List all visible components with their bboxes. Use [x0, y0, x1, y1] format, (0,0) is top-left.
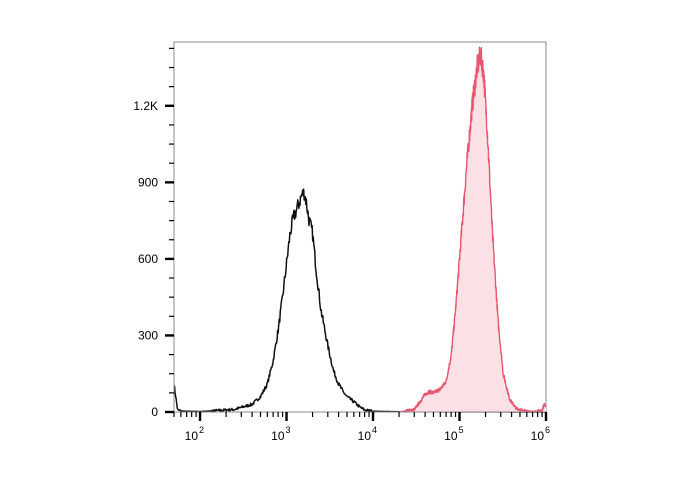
x-tick-label: 10 — [358, 429, 372, 443]
y-tick-label: 600 — [138, 252, 158, 266]
series-layer — [173, 46, 547, 413]
x-tick-label: 10 — [271, 429, 285, 443]
x-tick-label: 10 — [531, 429, 545, 443]
series-stained-line — [398, 46, 547, 413]
y-tick-label: 1.2K — [133, 99, 158, 113]
x-axis-ticks: 10 2 10 3 10 4 10 5 10 6 — [173, 412, 550, 443]
y-tick-label: 300 — [138, 328, 158, 342]
x-tick-label: 10 — [185, 429, 199, 443]
x-tick-exponent: 5 — [459, 425, 464, 435]
x-tick-exponent: 3 — [286, 425, 291, 435]
x-tick-exponent: 4 — [372, 425, 377, 435]
y-axis-ticks: 0 300 600 900 1.2K — [133, 47, 174, 419]
y-tick-label: 0 — [151, 405, 158, 419]
x-tick-exponent: 6 — [545, 425, 550, 435]
x-tick-exponent: 2 — [199, 425, 204, 435]
x-tick-label: 10 — [444, 429, 458, 443]
y-tick-label: 900 — [138, 175, 158, 189]
series-stained-fill — [399, 47, 546, 412]
